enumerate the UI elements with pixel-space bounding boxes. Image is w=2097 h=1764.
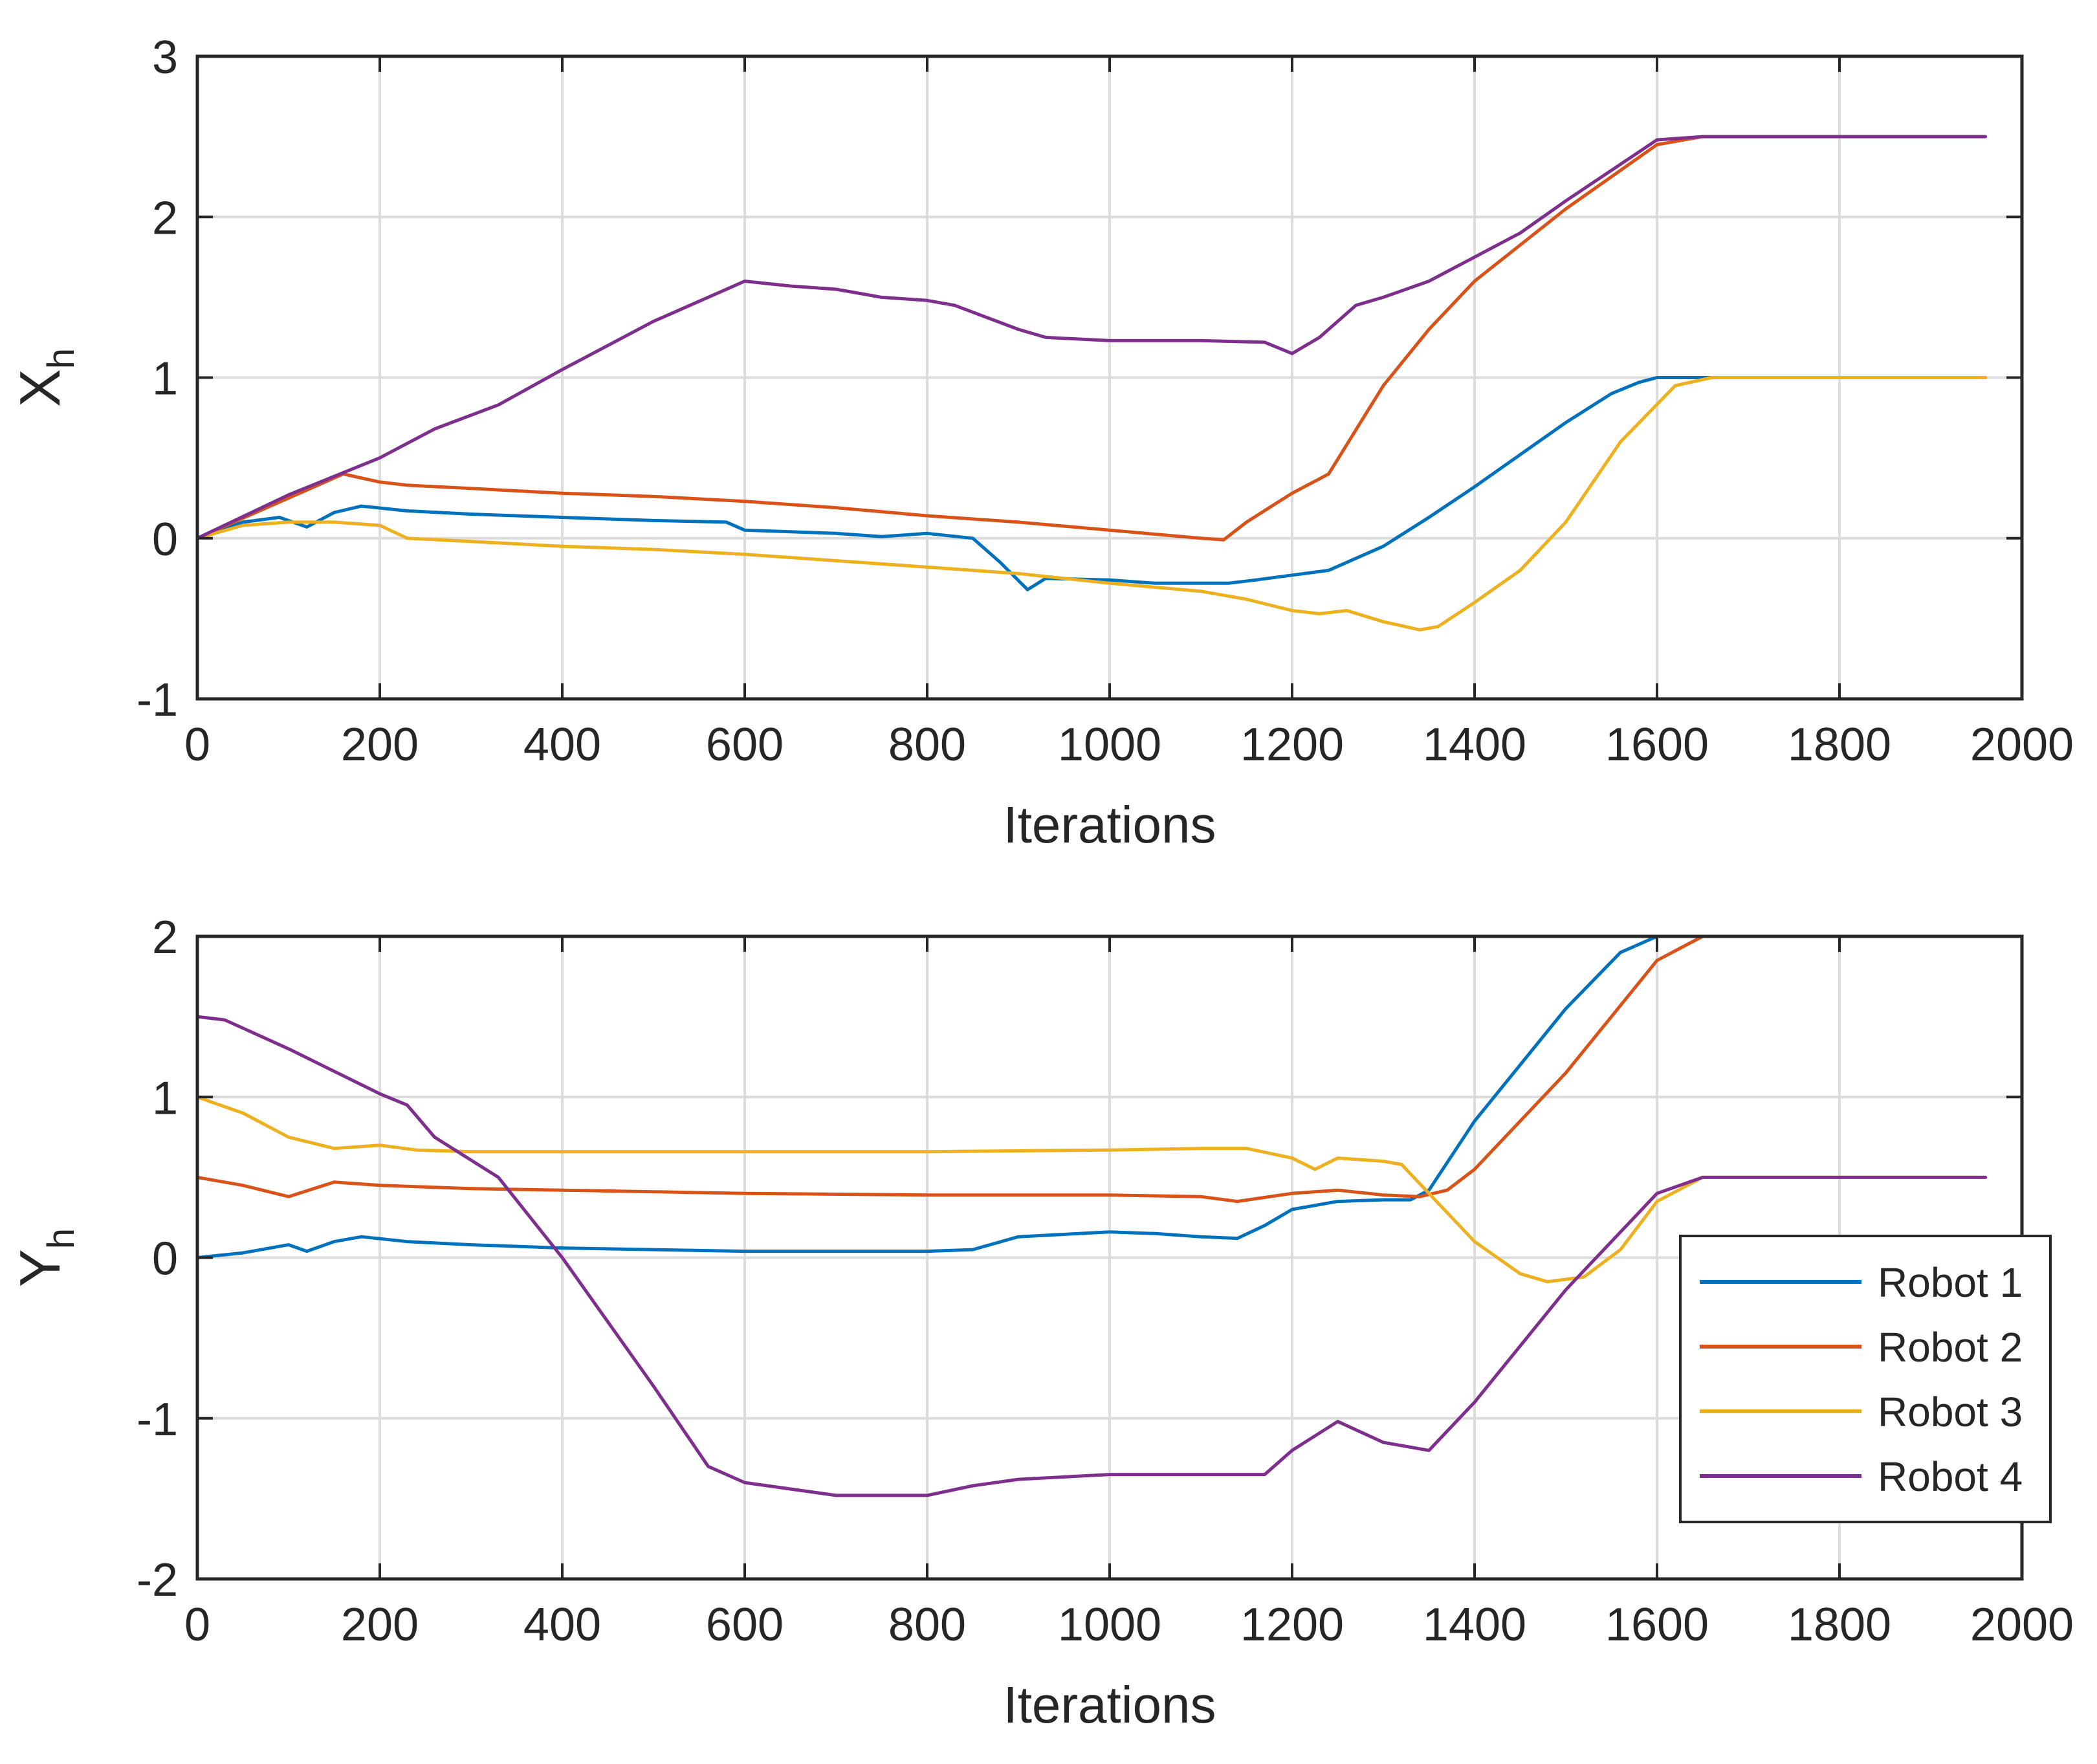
chart-panel-2: 0 200 400 600 800 1000 1200 1400 1600 1800 2000 -2 -… xyxy=(8,912,2074,1734)
y-tick-label: -1 xyxy=(137,674,178,726)
y-tick-label: 3 xyxy=(152,32,178,83)
x-axis-label: Iterations xyxy=(1003,796,1216,854)
y-axis-label: Yh xyxy=(8,1228,82,1287)
y-axis-label-subscript: h xyxy=(40,1228,82,1249)
x-tick-label: 0 xyxy=(184,719,210,771)
legend-label-robot-3: Robot 3 xyxy=(1878,1389,2023,1435)
x-tick-label: 0 xyxy=(184,1599,210,1651)
x-tick-label: 200 xyxy=(341,1599,419,1651)
x-tick-label: 400 xyxy=(523,719,601,771)
x-tick-label: 600 xyxy=(706,1599,784,1651)
y-axis-label: Xh xyxy=(8,348,82,407)
series-line-robot-1 xyxy=(195,376,1988,591)
x-axis-label: Iterations xyxy=(1003,1676,1216,1734)
x-tick-label: 400 xyxy=(523,1599,601,1651)
x-tick-label: 200 xyxy=(341,719,419,771)
x-tick-label: 1400 xyxy=(1423,719,1526,771)
x-tick-label: 1800 xyxy=(1788,719,1891,771)
series-line-robot-3 xyxy=(195,1095,1988,1284)
x-tick-label: 1200 xyxy=(1240,1599,1344,1651)
y-tick-label: 0 xyxy=(152,1233,178,1285)
y-tick-label: 2 xyxy=(152,192,178,244)
y-tick-label: 2 xyxy=(152,912,178,964)
y-tick-label: 1 xyxy=(152,1072,178,1124)
series-line-robot-4 xyxy=(195,1015,1988,1497)
series-line-robot-1 xyxy=(195,934,1988,1259)
series-line-robot-3 xyxy=(195,376,1988,632)
x-tick-label: 1600 xyxy=(1605,1599,1709,1651)
x-tick-label: 1400 xyxy=(1423,1599,1526,1651)
x-tick-label: 2000 xyxy=(1970,719,2074,771)
chart-panel-1: 0 200 400 600 800 1000 1200 1400 1600 1800 2000-10… xyxy=(8,32,2074,854)
x-tick-label: 800 xyxy=(888,1599,966,1651)
x-tick-label: 1800 xyxy=(1788,1599,1891,1651)
x-tick-label: 1000 xyxy=(1058,1599,1161,1651)
series-line-robot-2 xyxy=(195,135,1988,542)
y-tick-label: 0 xyxy=(152,514,178,566)
legend-label-robot-2: Robot 2 xyxy=(1878,1324,2023,1371)
y-tick-label: -1 xyxy=(137,1394,178,1446)
x-tick-label: 2000 xyxy=(1970,1599,2074,1651)
y-axis-label-main: X xyxy=(8,369,72,407)
x-tick-label: 800 xyxy=(888,719,966,771)
series-line-robot-4 xyxy=(195,135,1988,540)
legend-label-robot-4: Robot 4 xyxy=(1878,1453,2023,1500)
y-tick-label: -2 xyxy=(137,1554,178,1606)
y-axis-label-main: Y xyxy=(8,1249,72,1287)
x-tick-label: 1200 xyxy=(1240,719,1344,771)
series-line-robot-2 xyxy=(195,934,1988,1204)
x-tick-label: 1600 xyxy=(1605,719,1709,771)
legend: Robot 1 Robot 2 Robot 3 Robot 4 xyxy=(1679,1235,2052,1523)
y-axis-label-subscript: h xyxy=(40,348,82,369)
x-tick-label: 600 xyxy=(706,719,784,771)
legend-label-robot-1: Robot 1 xyxy=(1878,1259,2023,1306)
y-tick-label: 1 xyxy=(152,353,178,405)
x-tick-label: 1000 xyxy=(1058,719,1161,771)
